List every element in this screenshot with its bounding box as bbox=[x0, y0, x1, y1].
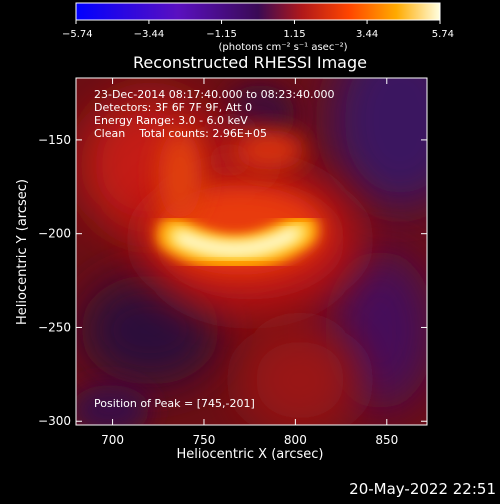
colorbar-tick-label: −5.74 bbox=[62, 29, 93, 40]
x-tick-label: 750 bbox=[193, 433, 216, 447]
plot-frame bbox=[75, 77, 428, 426]
colorbar-tick-label: −3.44 bbox=[134, 29, 165, 40]
info-line: Energy Range: 3.0 - 6.0 keV bbox=[94, 114, 248, 127]
chart-title: Reconstructed RHESSI Image bbox=[133, 53, 367, 72]
y-axis-ticks: −150 −200 −250 −300 bbox=[38, 133, 427, 428]
y-tick-label: −250 bbox=[38, 320, 71, 334]
colorbar-tick-label: −1.15 bbox=[206, 29, 237, 40]
colorbar-tick-label: 5.74 bbox=[432, 29, 454, 40]
timestamp: 20-May-2022 22:51 bbox=[349, 480, 496, 498]
colorbar-unit-label: (photons cm⁻² s⁻¹ asec⁻²) bbox=[218, 42, 347, 53]
colorbar-ticks: −5.74 −3.44 −1.15 1.15 3.44 5.74 bbox=[62, 20, 454, 40]
y-tick-label: −200 bbox=[38, 227, 71, 241]
y-tick-label: −150 bbox=[38, 133, 71, 147]
x-tick-label: 800 bbox=[284, 433, 307, 447]
info-line: Detectors: 3F 6F 7F 9F, Att 0 bbox=[94, 101, 252, 114]
x-axis-label: Heliocentric X (arcsec) bbox=[177, 447, 324, 462]
y-tick-label: −300 bbox=[38, 414, 71, 428]
info-line: Clean Total counts: 2.96E+05 bbox=[94, 127, 267, 140]
colorbar-tick-label: 1.15 bbox=[283, 29, 305, 40]
info-line: 23-Dec-2014 08:17:40.000 to 08:23:40.000 bbox=[94, 88, 335, 101]
colorbar-tick-label: 3.44 bbox=[356, 29, 378, 40]
y-axis-label: Heliocentric Y (arcsec) bbox=[15, 179, 30, 325]
colorbar bbox=[75, 2, 441, 21]
x-axis-ticks: 700 750 800 850 bbox=[101, 78, 398, 447]
x-tick-label: 850 bbox=[375, 433, 398, 447]
info-block: 23-Dec-2014 08:17:40.000 to 08:23:40.000… bbox=[94, 88, 335, 140]
peak-position-label: Position of Peak = [745,-201] bbox=[94, 397, 255, 410]
x-tick-label: 700 bbox=[101, 433, 124, 447]
heatmap-image bbox=[76, 78, 427, 425]
